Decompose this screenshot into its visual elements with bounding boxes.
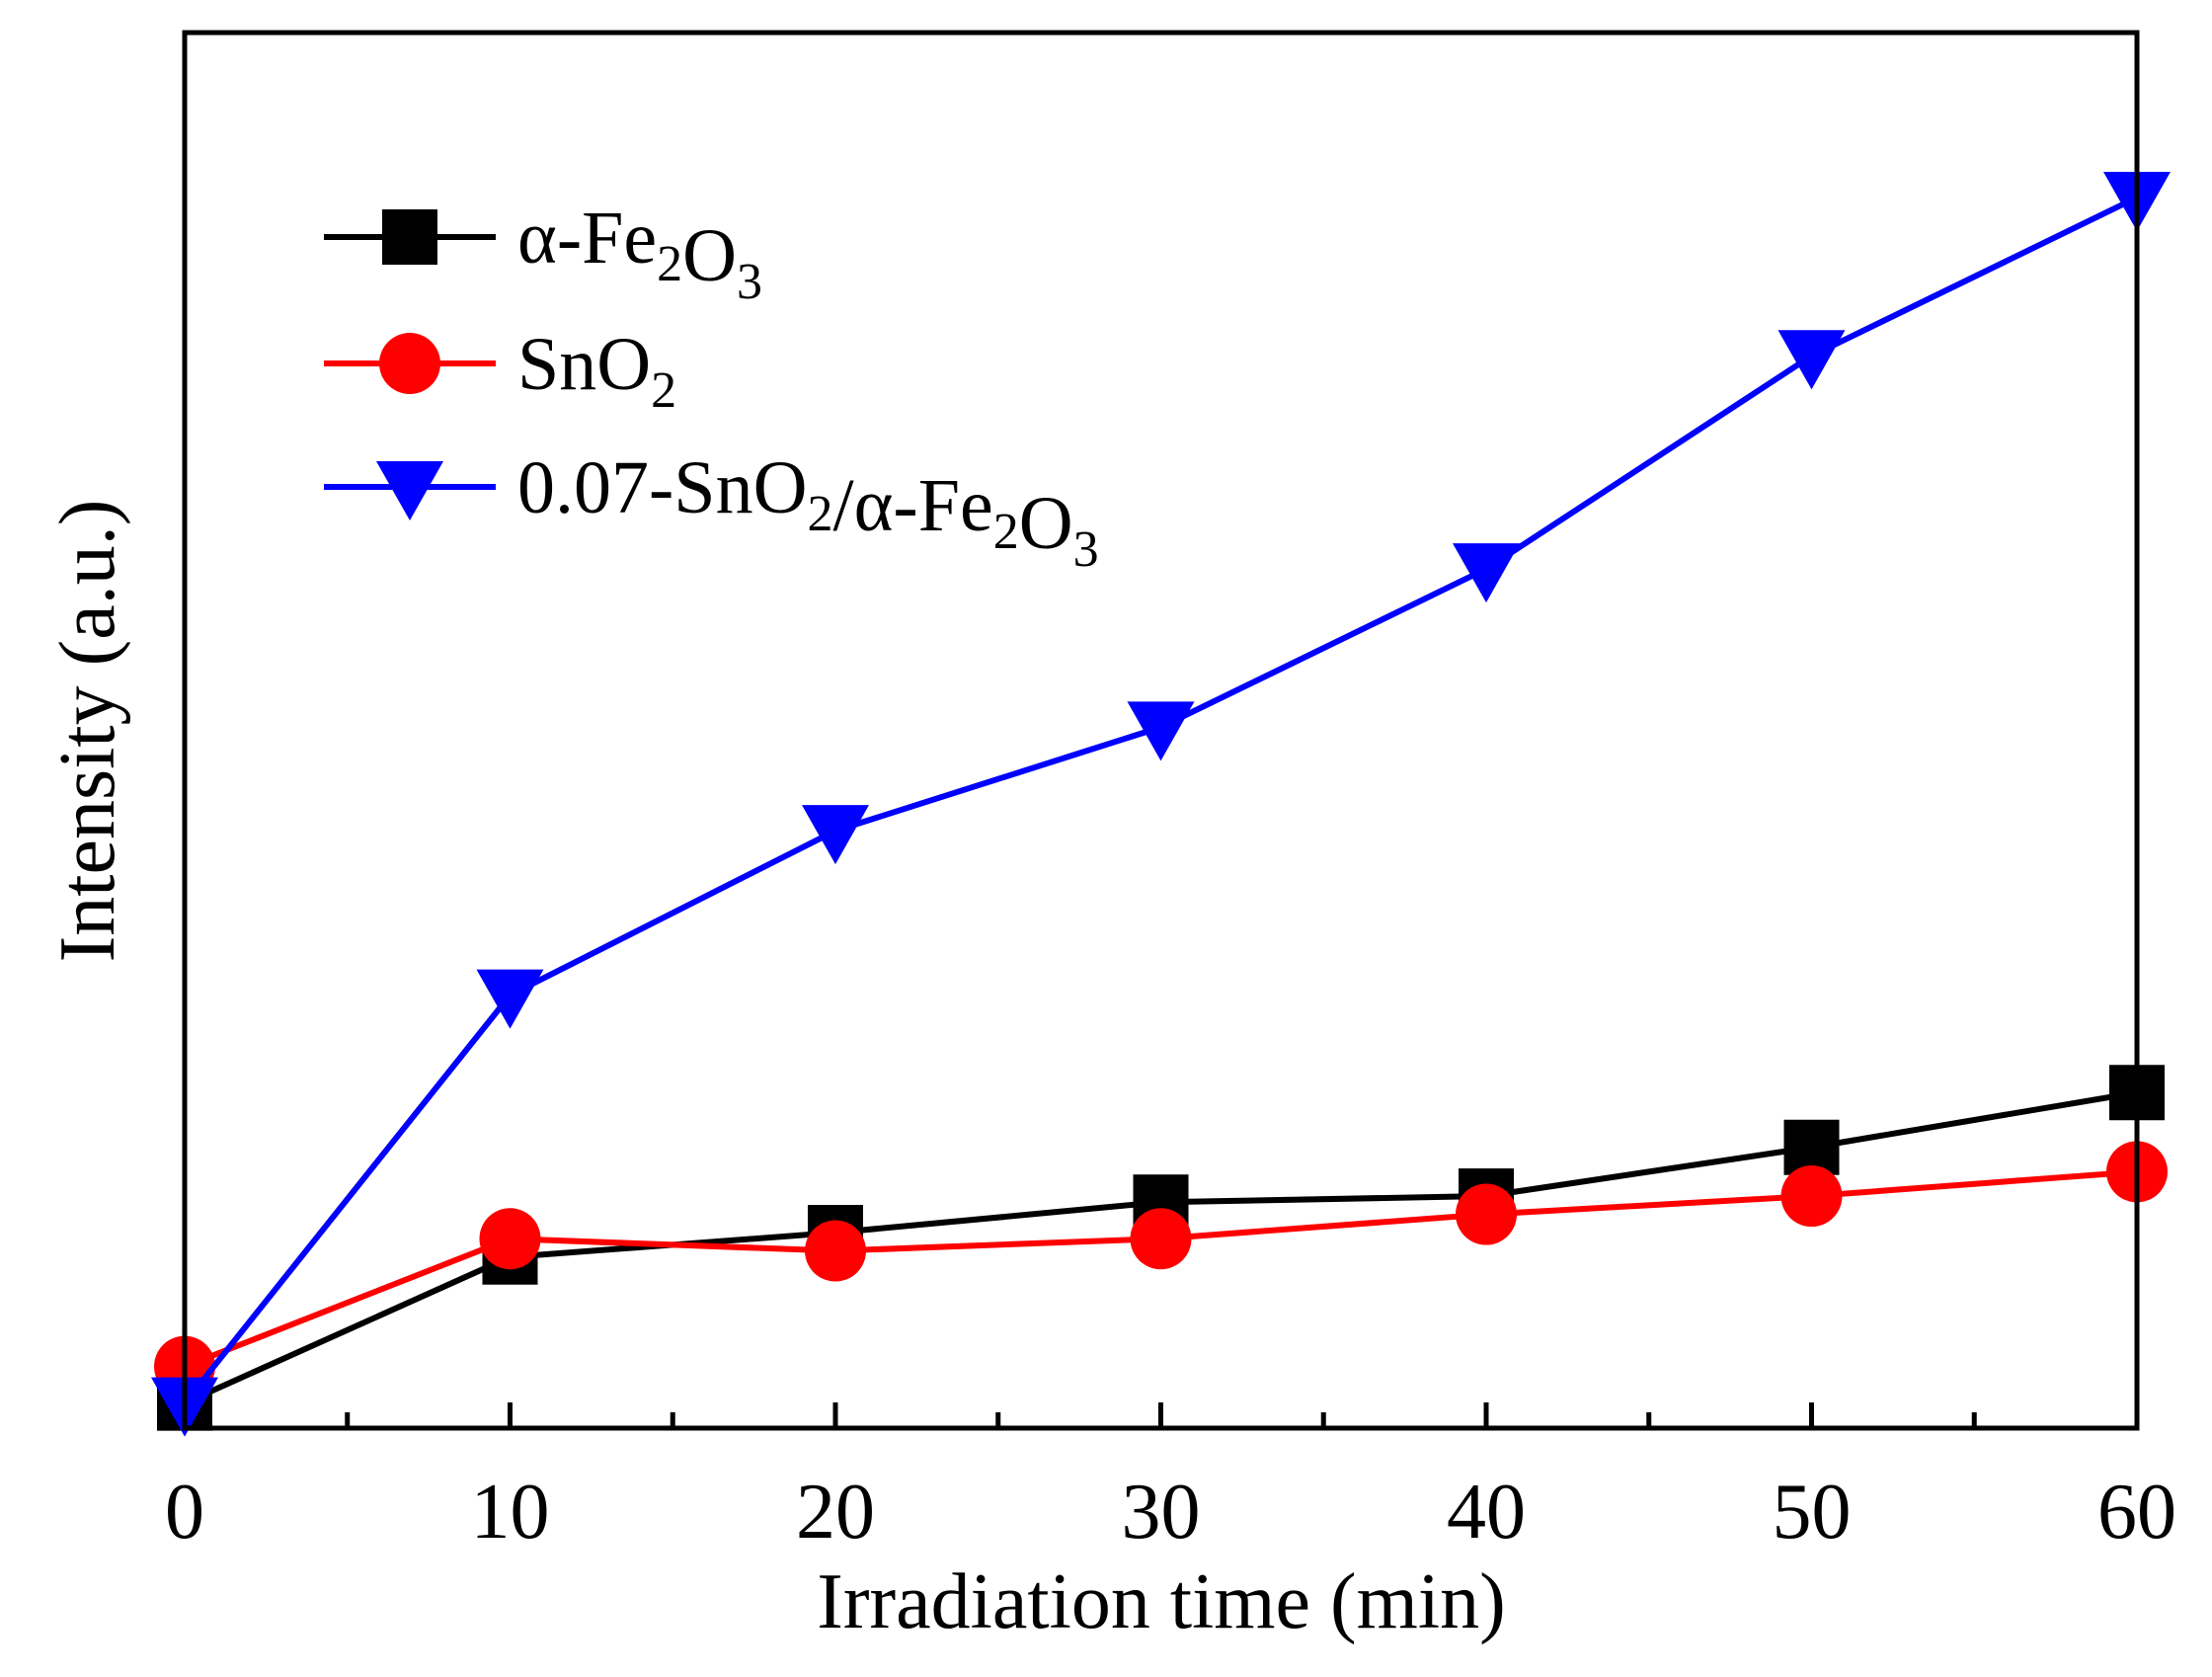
x-tick-label: 50 (1773, 1469, 1852, 1556)
data-point (479, 1208, 541, 1270)
legend-label: SnO2 (517, 323, 676, 419)
legend-item: SnO2 (324, 323, 676, 419)
x-axis-label: Irradiation time (min) (817, 1558, 1506, 1645)
data-point (802, 805, 869, 865)
data-point (1130, 1208, 1192, 1270)
legend-item: α-Fe2O3 (324, 197, 762, 310)
data-point (476, 969, 544, 1029)
legend-label: 0.07-SnO2/α-Fe2O3 (517, 446, 1099, 578)
x-tick-label: 40 (1447, 1469, 1526, 1556)
legend-marker (382, 209, 437, 265)
x-tick-label: 30 (1122, 1469, 1201, 1556)
data-point (805, 1220, 866, 1282)
data-point (1127, 701, 1195, 761)
data-point (1778, 330, 1846, 390)
x-axis-ticks (182, 1402, 2140, 1428)
x-tick-label: 20 (796, 1469, 875, 1556)
x-tick-label: 60 (2097, 1469, 2176, 1556)
legend-marker (379, 333, 440, 394)
legend-label: α-Fe2O3 (517, 197, 762, 310)
legend-marker (376, 461, 443, 520)
x-tick-label: 10 (471, 1469, 550, 1556)
x-tick-label: 0 (165, 1469, 204, 1556)
series-layer (151, 172, 2171, 1437)
series-2 (151, 172, 2171, 1437)
legend-item: 0.07-SnO2/α-Fe2O3 (324, 446, 1099, 578)
data-point (1453, 543, 1520, 603)
x-axis-tick-labels: 0 10 20 30 40 50 60 (165, 1469, 2176, 1556)
data-point (1456, 1183, 1517, 1245)
y-axis-label: Intensity (a.u.) (44, 500, 131, 963)
data-point (1780, 1165, 1843, 1228)
legend: α-Fe2O3 SnO2 0.07-SnO2/α-Fe2O3 (324, 197, 1099, 578)
